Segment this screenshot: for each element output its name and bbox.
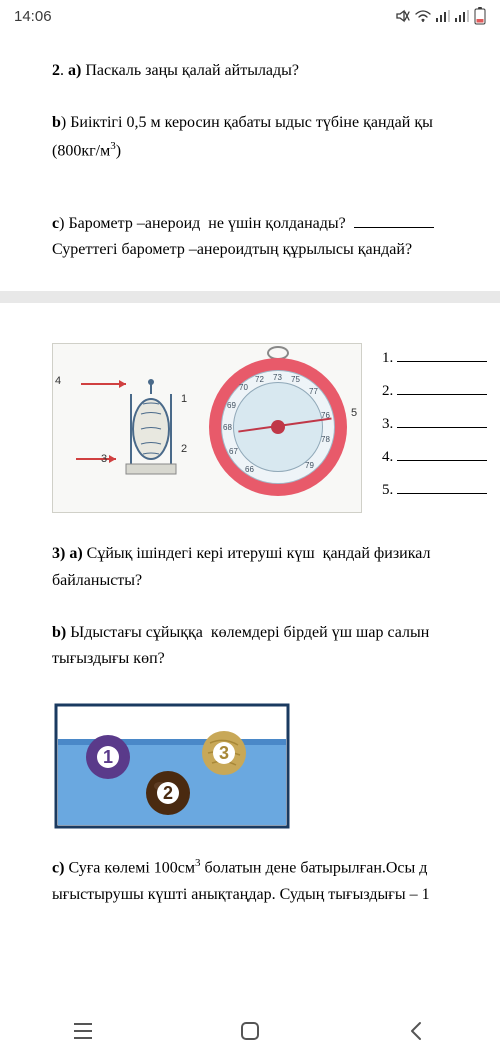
- q3b-line1: b) b) Ыдыстағы сұйыққа көлемдері бірдей …: [52, 622, 500, 644]
- question-2c: с) Барометр –анероид не үшін қолданады? …: [52, 213, 500, 262]
- barometer-diagram: 4 3 1 2 5 72 73 75 77 76 78 79 70 69 68 …: [52, 343, 362, 513]
- blank-row-5: 5.: [382, 480, 487, 501]
- document-content: 2. a) 2. a) Паскаль заңы қалай айтылады?…: [0, 32, 500, 906]
- barometer-mechanism: [71, 374, 191, 484]
- status-bar: 14:06: [0, 0, 500, 32]
- numbered-blanks: 1. 2. 3. 4. 5.: [382, 343, 487, 513]
- tick: 77: [309, 386, 318, 397]
- question-3a: 3) а) 3) а) Сұйық ішіндегі кері итеруші …: [52, 543, 500, 592]
- q3a-line2: байланысты?: [52, 570, 500, 592]
- q2c-line2: Суреттегі барометр –анероидтың құрылысы …: [52, 239, 500, 261]
- question-2a: 2. a) 2. a) Паскаль заңы қалай айтылады?…: [52, 60, 500, 82]
- diagram-label-4: 4: [55, 374, 61, 389]
- q3c-line2: ығыстырушы күшті анықтаңдар. Судың тығыз…: [52, 884, 500, 906]
- q2c-line1: с) Барометр –анероид не үшін қолданады?: [52, 213, 500, 235]
- status-time: 14:06: [14, 8, 52, 25]
- q2b-line1: b) b) Биіктігі 0,5 м керосин қабаты ыдыс…: [52, 112, 500, 134]
- tick: 78: [321, 434, 330, 445]
- tick: 70: [239, 382, 248, 393]
- status-icons: [394, 7, 486, 25]
- tick: 68: [223, 422, 232, 433]
- q2b-line2: (800кг/м(800кг/м3): [52, 139, 500, 163]
- q2a-text: 2. a) 2. a) Паскаль заңы қалай айтылады?…: [52, 60, 500, 82]
- tick: 67: [229, 446, 238, 457]
- tick: 69: [227, 400, 236, 411]
- tick: 75: [291, 374, 300, 385]
- diagram-label-1: 1: [181, 392, 187, 407]
- tick: 79: [305, 460, 314, 471]
- diagram-label-3: 3: [101, 452, 107, 467]
- signal-icon: [436, 10, 450, 22]
- q3a-line1: 3) а) 3) а) Сұйық ішіндегі кері итеруші …: [52, 543, 500, 565]
- question-3b: b) b) Ыдыстағы сұйыққа көлемдері бірдей …: [52, 622, 500, 671]
- q3b-line2: тығыздығы көп?: [52, 648, 500, 670]
- battery-icon: [474, 7, 486, 25]
- question-3c: с) Суға көлемі 100см3 болатын дене батыр…: [52, 856, 500, 906]
- ball-label-2: 2: [163, 783, 173, 803]
- ball-label-1: 1: [103, 747, 113, 767]
- tick: 73: [273, 372, 282, 383]
- blank-line: [354, 214, 434, 228]
- wifi-icon: [415, 10, 431, 22]
- signal2-icon: [455, 10, 469, 22]
- blank-row-2: 2.: [382, 381, 487, 402]
- recent-apps-button[interactable]: [72, 1020, 94, 1042]
- question-2b: b) b) Биіктігі 0,5 м керосин қабаты ыдыс…: [52, 112, 500, 162]
- android-nav-bar: [0, 1007, 500, 1055]
- tick: 66: [245, 464, 254, 475]
- q3c-line1: с) Суға көлемі 100см3 болатын дене батыр…: [52, 856, 500, 880]
- ball-label-3: 3: [219, 743, 229, 763]
- barometer-section: 4 3 1 2 5 72 73 75 77 76 78 79 70 69 68 …: [52, 343, 500, 513]
- balls-diagram: 1 2 3: [52, 701, 292, 831]
- section-divider: [0, 291, 500, 303]
- back-button[interactable]: [406, 1020, 428, 1042]
- home-button[interactable]: [239, 1020, 261, 1042]
- barometer-gauge: 72 73 75 77 76 78 79 70 69 68 67 66: [203, 352, 353, 502]
- tick: 72: [255, 374, 264, 385]
- diagram-label-2: 2: [181, 442, 187, 457]
- blank-row-1: 1.: [382, 348, 487, 369]
- mute-icon: [394, 8, 410, 24]
- blank-row-4: 4.: [382, 447, 487, 468]
- blank-row-3: 3.: [382, 414, 487, 435]
